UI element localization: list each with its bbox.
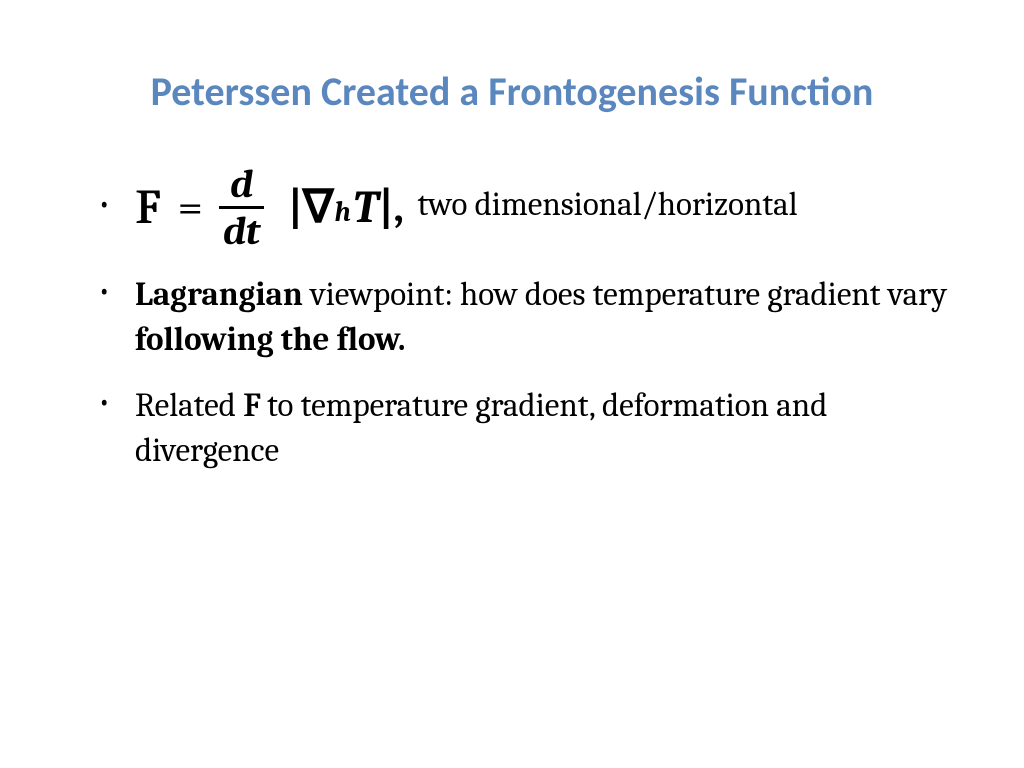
fraction-denominator: dt — [219, 206, 264, 251]
slide-title: Peterssen Created a Frontogenesis Functi… — [60, 70, 964, 114]
abs-bar-open: | — [288, 185, 303, 231]
equation-trailing-text: two dimensional/horizontal — [417, 186, 797, 224]
fraction-ddt: d dt — [219, 164, 264, 251]
text-related-pre: Related — [135, 387, 243, 425]
variable-T: T — [353, 185, 379, 231]
bullet-equation: F = d dt | ∇ h T | , two dimensional/hor… — [90, 164, 964, 251]
symbol-F-doublestruck: F — [135, 184, 159, 232]
fraction-numerator: d — [226, 164, 257, 206]
bullet-related: Related F to temperature gradient, defor… — [90, 384, 964, 473]
abs-bar-close: | — [379, 185, 394, 231]
bullet-lagrangian: Lagrangian viewpoint: how does temperatu… — [90, 273, 964, 362]
comma: , — [394, 185, 405, 231]
nabla-symbol: ∇ — [303, 185, 334, 231]
subscript-h: h — [334, 198, 350, 226]
text-lagrangian-mid: viewpoint: how does temperature gradient… — [303, 276, 947, 314]
equals-sign: = — [177, 185, 202, 231]
equation: F = d dt | ∇ h T | , — [135, 164, 410, 251]
bullet-list: F = d dt | ∇ h T | , two dimensional/hor… — [60, 164, 964, 473]
symbol-F-doublestruck-inline: F — [243, 384, 260, 429]
slide: Peterssen Created a Frontogenesis Functi… — [0, 0, 1024, 768]
text-lagrangian-bold: Lagrangian — [135, 276, 303, 314]
text-following-flow-bold: following the flow. — [135, 321, 405, 359]
